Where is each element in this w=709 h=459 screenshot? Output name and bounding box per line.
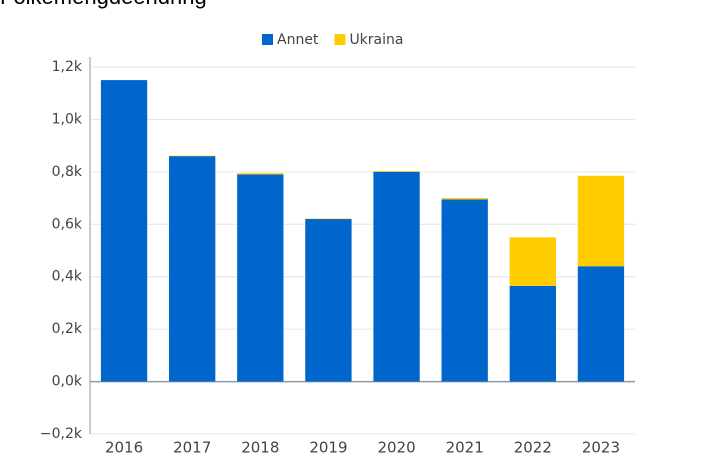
x-tick-label: 2017	[173, 439, 211, 457]
bar-segment	[169, 155, 216, 157]
y-tick-label: 0,4k	[52, 269, 83, 285]
bar-segment	[441, 199, 488, 382]
y-tick-label: 0,8k	[52, 164, 83, 180]
bar-segment	[305, 219, 352, 382]
y-tick-label: 1,0k	[52, 111, 83, 127]
x-tick-label: 2023	[582, 439, 620, 457]
y-tick-label: 0,6k	[52, 216, 83, 232]
x-tick-label: 2016	[105, 439, 143, 457]
y-tick-label: 0,0k	[52, 374, 83, 390]
bar-segment	[169, 156, 216, 382]
x-tick-label: 2022	[514, 439, 552, 457]
bar-segment	[577, 266, 625, 382]
bar-segment	[373, 171, 420, 382]
legend-swatch	[262, 34, 273, 45]
legend-label: Ukraina	[349, 32, 403, 48]
x-tick-label: 2018	[241, 439, 279, 457]
chart-title: Folkemengdeendring	[0, 0, 207, 9]
x-tick-label: 2021	[446, 439, 484, 457]
bar-segment	[509, 237, 556, 286]
bar-segment	[509, 285, 556, 382]
x-tick-label: 2019	[309, 439, 347, 457]
bar-segment	[100, 80, 148, 382]
x-tick-label: 2020	[377, 439, 415, 457]
legend-swatch	[334, 34, 346, 45]
y-tick-label: 0,2k	[52, 321, 83, 337]
y-tick-label: 1,2k	[52, 59, 83, 75]
bar-segment	[237, 174, 284, 382]
bar-segment	[305, 218, 352, 220]
legend-label: Annet	[277, 32, 319, 48]
bar-segment	[237, 173, 284, 175]
y-tick-label: −0,2k	[40, 426, 83, 442]
bar-segment	[441, 198, 488, 200]
bar-segment	[373, 171, 420, 172]
bar-segment	[577, 175, 625, 267]
